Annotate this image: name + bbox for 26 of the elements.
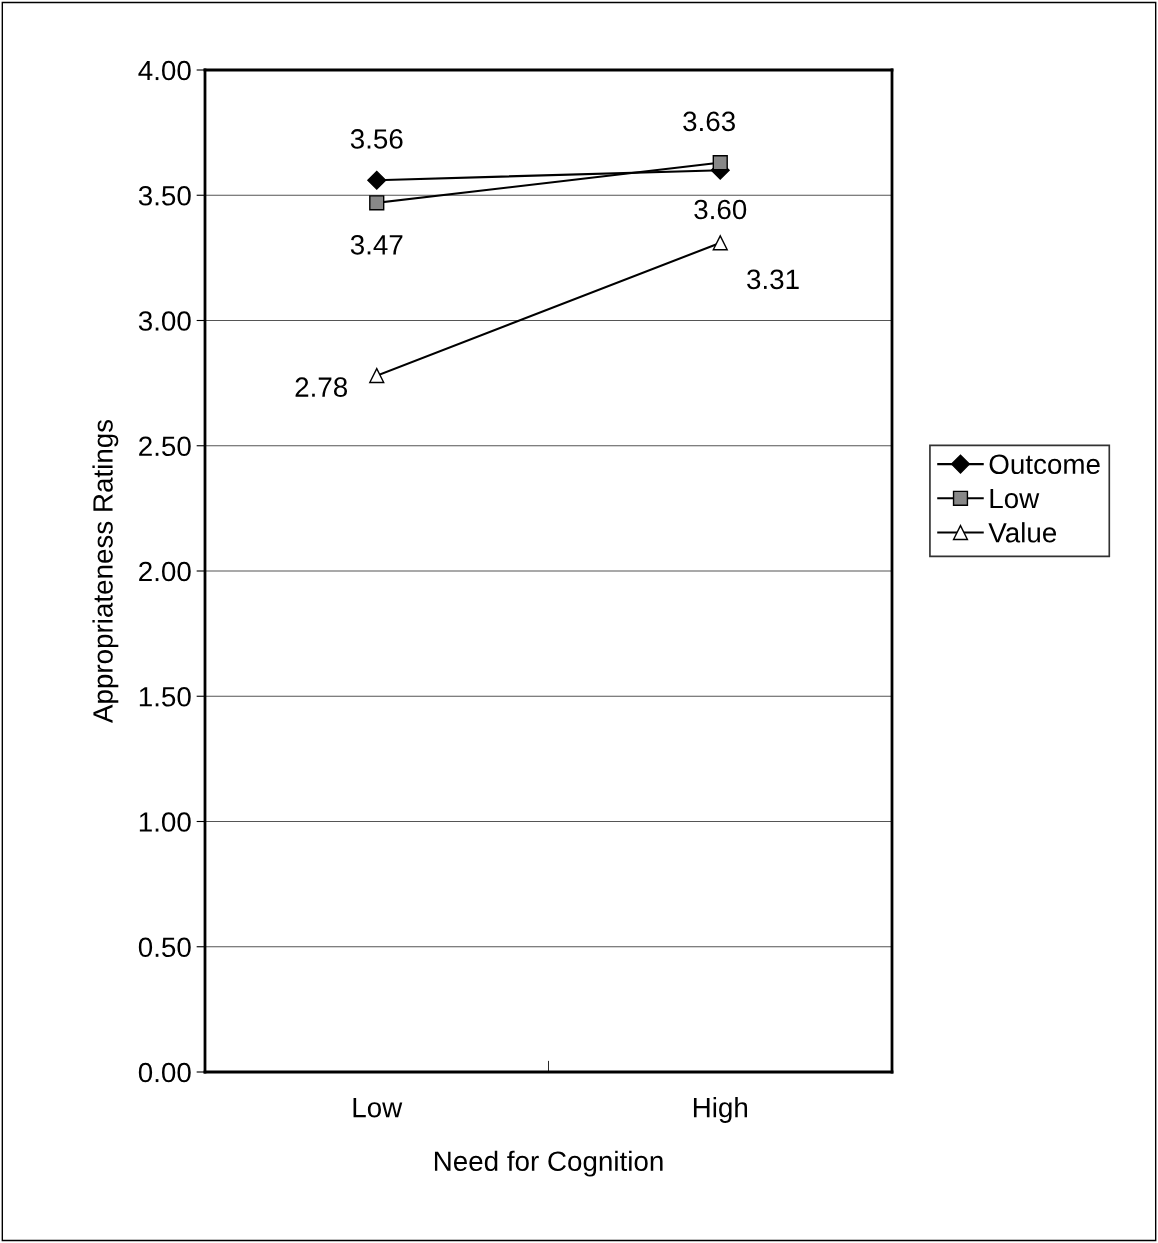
data-label: 3.63 xyxy=(683,111,735,132)
y-tick-label: 0.50 xyxy=(138,937,191,958)
data-label: 3.31 xyxy=(747,269,799,290)
point xyxy=(369,367,385,384)
y-tick-label: 0.00 xyxy=(138,1062,191,1083)
y-axis-title: Appropriateness Ratings xyxy=(92,419,119,724)
x-tick-label: High xyxy=(693,1097,748,1123)
y-tick-label: 2.50 xyxy=(139,436,191,457)
y-tick-label: 4.00 xyxy=(138,60,191,81)
data-label: 3.47 xyxy=(350,235,403,255)
point xyxy=(369,195,385,211)
y-tick-label: 3.50 xyxy=(138,185,191,206)
legend-label: Value xyxy=(988,522,1057,543)
y-tick-label: 3.00 xyxy=(138,311,191,331)
y-tick-label: 2.00 xyxy=(139,561,191,582)
legend-label: Low xyxy=(990,488,1040,509)
point xyxy=(367,170,387,190)
point xyxy=(712,235,728,251)
data-label: 2.78 xyxy=(295,377,348,397)
point xyxy=(712,155,728,171)
data-label: 3.56 xyxy=(350,129,403,149)
y-tick-label: 1.00 xyxy=(139,812,191,832)
data-label: 3.60 xyxy=(694,199,747,220)
x-axis-title: Need for Cognition xyxy=(434,1150,663,1177)
legend-label: Outcome xyxy=(989,454,1100,475)
y-tick-label: 1.50 xyxy=(139,686,191,707)
